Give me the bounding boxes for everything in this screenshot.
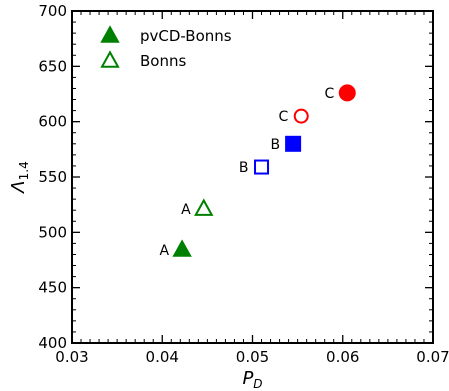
data-point-label: B xyxy=(271,137,281,153)
data-point-label: C xyxy=(278,109,288,125)
x-tick-label: 0.06 xyxy=(326,348,359,366)
data-point-label: B xyxy=(239,160,249,176)
data-point-square-open xyxy=(254,159,270,175)
data-point-triangle-filled xyxy=(172,239,192,257)
legend-marker xyxy=(100,25,120,43)
x-tick-label: 0.04 xyxy=(146,348,179,366)
data-point-circle-open xyxy=(293,108,309,124)
y-tick-label: 650 xyxy=(38,57,67,75)
y-axis-label-sub: 1.4 xyxy=(17,161,31,180)
x-tick-label: 0.05 xyxy=(236,348,269,366)
y-axis-label-main: Λ xyxy=(8,180,29,194)
data-point-label: C xyxy=(324,86,334,102)
y-axis-label: Λ1.4 xyxy=(8,161,31,194)
y-tick-label: 600 xyxy=(38,113,67,131)
legend: pvCD-Bonns Bonns xyxy=(100,25,232,70)
plot-frame xyxy=(71,10,434,344)
ticks-group xyxy=(71,10,434,344)
y-tick-label: 500 xyxy=(38,223,67,241)
legend-entry-label: Bonns xyxy=(140,52,186,70)
y-tick-label: 450 xyxy=(38,279,67,297)
x-axis-label-main: P xyxy=(242,368,253,389)
x-tick-label: 0.07 xyxy=(416,348,449,366)
x-tick-label: 0.03 xyxy=(55,348,88,366)
y-tick-label: 550 xyxy=(38,168,67,186)
x-axis-label-sub: D xyxy=(253,377,262,391)
legend-entry-label: pvCD-Bonns xyxy=(140,27,232,45)
data-point-label: A xyxy=(160,243,170,259)
data-point-square-filled xyxy=(285,135,302,152)
y-tick-label: 700 xyxy=(38,2,67,20)
data-point-triangle-open xyxy=(194,198,214,216)
points-group xyxy=(172,84,356,257)
legend-marker xyxy=(100,50,120,68)
y-tick-label: 400 xyxy=(38,334,67,352)
x-axis-label: PD xyxy=(242,368,262,391)
plot-frame-group xyxy=(71,10,434,344)
tick-labels-group: 0.03 0.04 0.05 0.06 0.07 400 450 500 550 600 650 70… xyxy=(38,2,449,366)
data-point-circle-filled xyxy=(338,84,356,102)
data-point-label: A xyxy=(181,202,191,218)
